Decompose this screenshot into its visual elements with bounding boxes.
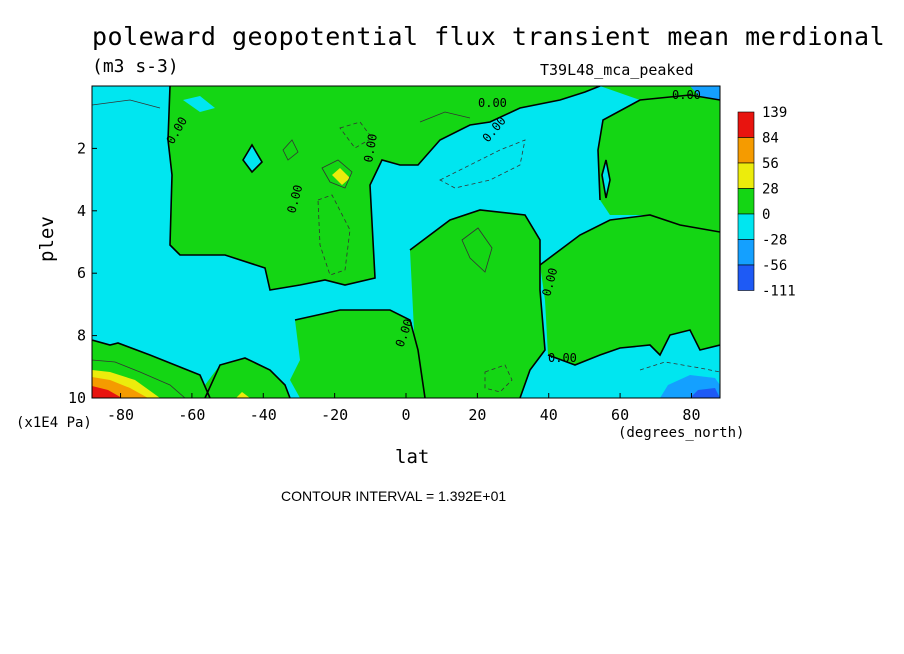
dataset-label: T39L48_mca_peaked	[540, 61, 694, 79]
chart-title: poleward geopotential flux transient mea…	[92, 22, 886, 51]
neg-band-lower-right-2	[690, 388, 720, 398]
x-tick-label: 0	[401, 406, 410, 424]
colorbar-swatch	[737, 239, 755, 266]
contour-label: 0.00	[478, 96, 507, 110]
colorbar-swatch	[737, 188, 755, 215]
contour-label: 0.00	[548, 351, 577, 365]
contour-label: 0.00	[672, 88, 701, 102]
plot-area	[92, 86, 720, 398]
positive-region-bottom-mid	[205, 358, 290, 398]
negative-contours	[317, 121, 720, 393]
colorbar-label: -28	[762, 233, 787, 249]
x-tick-label: -20	[321, 406, 348, 424]
y-axis: 2 4 6 8 10	[68, 139, 97, 407]
colorbar-swatch	[737, 111, 755, 138]
colorbar-swatch	[737, 213, 755, 240]
positive-region-right	[540, 215, 720, 365]
colorbar-label: 84	[762, 131, 779, 147]
positive-contours	[92, 99, 493, 398]
y-scale-note: (x1E4 Pa)	[16, 415, 92, 431]
x-axis-label: lat	[395, 446, 430, 468]
colorbar-swatch	[737, 137, 755, 164]
x-tick-label: -80	[107, 406, 134, 424]
negative-island-c	[183, 96, 215, 112]
positive-region-lower	[290, 310, 425, 398]
x-tick-label: 60	[611, 406, 629, 424]
colorbar: 139 84 56 28 0 -28 -56 -111	[737, 105, 796, 300]
x-axis-units: (degrees_north)	[618, 425, 745, 441]
x-tick-label: -60	[178, 406, 205, 424]
y-axis-label: plev	[36, 216, 58, 262]
colorbar-label: 139	[762, 105, 787, 121]
colorbar-label: 28	[762, 182, 779, 198]
colorbar-swatch	[737, 162, 755, 189]
colorbar-label: 0	[762, 207, 770, 223]
y-tick-label: 6	[77, 264, 86, 282]
zero-contours	[92, 86, 720, 398]
y-tick-label: 10	[68, 389, 86, 407]
x-tick-label: -40	[250, 406, 277, 424]
y-tick-label: 2	[77, 139, 86, 157]
y-tick-label: 8	[77, 327, 86, 345]
positive-region-top-right	[598, 86, 720, 232]
contour-label: 0.00	[361, 133, 380, 164]
x-axis: -80 -60 -40 -20 0 20 40 60 80	[107, 393, 700, 424]
x-tick-label: 80	[682, 406, 700, 424]
local-max-spot	[332, 168, 350, 185]
colorbar-label: -111	[762, 284, 796, 300]
colorbar-label: -56	[762, 258, 787, 274]
colorbar-swatch	[737, 264, 755, 291]
neg-band-upper-right	[690, 86, 720, 100]
band-84-139	[92, 386, 122, 398]
small-max-bottom	[236, 392, 250, 398]
chart-units: (m3 s-3)	[92, 56, 179, 77]
positive-region-left	[92, 86, 600, 290]
y-tick-label: 4	[77, 202, 86, 220]
x-tick-label: 40	[540, 406, 558, 424]
colorbar-label: 56	[762, 156, 779, 172]
contour-interval-note: CONTOUR INTERVAL = 1.392E+01	[281, 488, 507, 504]
positive-region-mid	[410, 210, 545, 398]
x-tick-label: 20	[468, 406, 486, 424]
